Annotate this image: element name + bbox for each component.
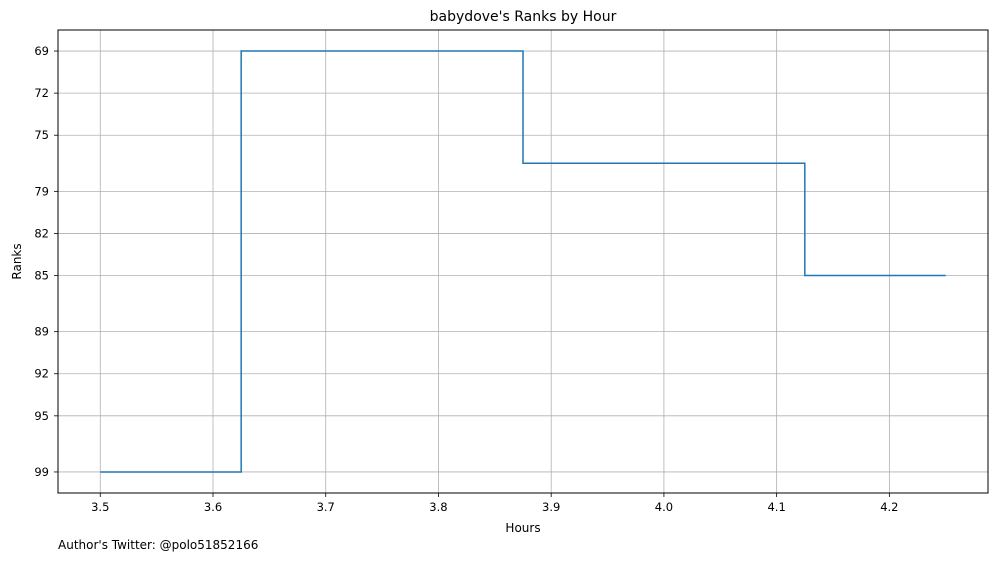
y-tick-label: 79 [34,184,49,198]
y-tick-label: 69 [34,44,49,58]
x-tick-label: 3.8 [429,500,447,514]
y-tick-label: 72 [34,86,49,100]
y-tick-label: 82 [34,226,49,240]
x-tick-label: 3.9 [542,500,560,514]
y-axis-label: Ranks [10,243,24,279]
y-tick-label: 92 [34,367,49,381]
y-tick-label: 95 [34,409,49,423]
chart-title: babydove's Ranks by Hour [430,9,617,25]
x-tick-label: 3.5 [91,500,109,514]
y-tick-label: 85 [34,269,49,283]
y-axis-ticks: 69 72 75 79 82 85 89 92 95 99 [34,44,58,479]
x-axis-ticks: 3.5 3.6 3.7 3.8 3.9 4.0 4.1 4.2 [91,493,899,514]
x-tick-label: 3.7 [317,500,335,514]
x-tick-label: 4.0 [655,500,673,514]
series-line [100,50,946,473]
y-tick-label: 75 [34,128,49,142]
series-layer [100,50,946,473]
x-tick-label: 4.1 [767,500,785,514]
y-tick-label: 89 [34,325,49,339]
plot-frame [57,29,989,494]
author-credit: Author's Twitter: @polo51852166 [58,538,259,552]
x-axis-label: Hours [505,521,540,535]
x-tick-label: 3.6 [204,500,222,514]
x-tick-label: 4.2 [880,500,898,514]
y-tick-label: 99 [34,465,49,479]
